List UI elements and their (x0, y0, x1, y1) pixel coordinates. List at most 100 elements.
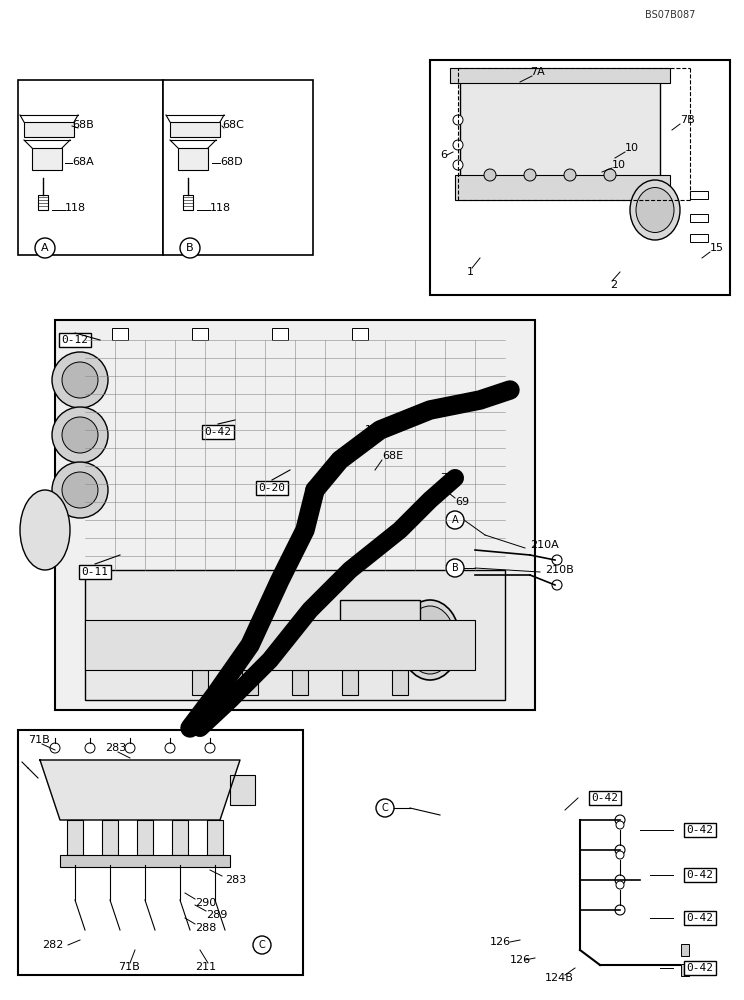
Text: 126: 126 (510, 955, 531, 965)
Bar (340, 600, 420, 650)
Text: 68A: 68A (72, 157, 94, 167)
Circle shape (453, 115, 463, 125)
Circle shape (524, 169, 536, 181)
Bar (292, 670, 308, 695)
Text: 10: 10 (625, 143, 639, 153)
Ellipse shape (636, 188, 674, 232)
Bar (192, 670, 208, 695)
Bar (141, 855, 149, 865)
Text: 118: 118 (65, 203, 86, 213)
Text: 282: 282 (42, 940, 63, 950)
Bar (392, 670, 408, 695)
Circle shape (180, 238, 200, 258)
Bar (55, 320, 535, 710)
Bar (460, 80, 660, 180)
Text: 0-42: 0-42 (687, 913, 713, 923)
Circle shape (62, 472, 98, 508)
Text: A: A (41, 243, 49, 253)
Text: 211: 211 (195, 962, 216, 972)
Bar (450, 68, 670, 83)
Text: 121: 121 (365, 425, 386, 435)
Text: BS07B087: BS07B087 (644, 10, 695, 20)
Bar (192, 328, 208, 340)
Text: 71A: 71A (440, 473, 462, 483)
Circle shape (52, 462, 108, 518)
Text: 0-11: 0-11 (82, 567, 109, 577)
Bar (59, 333, 91, 347)
Circle shape (484, 169, 496, 181)
Circle shape (616, 821, 624, 829)
Text: 283: 283 (105, 743, 126, 753)
Bar (18, 730, 303, 975)
Ellipse shape (630, 180, 680, 240)
Bar (32, 148, 62, 170)
Circle shape (604, 169, 616, 181)
Text: 10: 10 (612, 160, 626, 170)
Bar (183, 195, 193, 210)
Bar (272, 328, 288, 340)
Text: 210A: 210A (530, 540, 559, 550)
Circle shape (125, 743, 135, 753)
Ellipse shape (375, 612, 415, 668)
Ellipse shape (405, 606, 455, 674)
Bar (690, 214, 708, 222)
Text: 283: 283 (225, 875, 246, 885)
Bar (170, 122, 220, 137)
Circle shape (52, 352, 108, 408)
Text: 2: 2 (610, 280, 617, 290)
Circle shape (564, 169, 576, 181)
Text: 68E: 68E (382, 451, 403, 461)
Bar (430, 60, 730, 295)
Text: 0-42: 0-42 (687, 825, 713, 835)
Bar (71, 855, 79, 865)
Text: 210B: 210B (545, 565, 574, 575)
Circle shape (253, 936, 271, 954)
Circle shape (446, 511, 464, 529)
Text: 118: 118 (210, 203, 231, 213)
Bar (684, 823, 716, 837)
Bar (18, 80, 163, 255)
Bar (211, 855, 219, 865)
Circle shape (615, 845, 625, 855)
Circle shape (453, 140, 463, 150)
Bar (172, 820, 188, 855)
Circle shape (52, 407, 108, 463)
Text: 0-42: 0-42 (205, 427, 231, 437)
Circle shape (50, 743, 60, 753)
Bar (38, 195, 48, 210)
Circle shape (615, 905, 625, 915)
Text: 288: 288 (195, 923, 217, 933)
Text: C: C (259, 940, 266, 950)
Circle shape (85, 743, 95, 753)
Text: 71B: 71B (118, 962, 140, 972)
Text: B: B (186, 243, 194, 253)
Circle shape (62, 362, 98, 398)
Circle shape (615, 815, 625, 825)
Ellipse shape (400, 600, 460, 680)
Text: 289: 289 (206, 910, 228, 920)
Bar (455, 175, 670, 200)
Bar (690, 234, 708, 242)
Ellipse shape (20, 490, 70, 570)
Bar (112, 328, 128, 340)
Bar (137, 820, 153, 855)
Circle shape (165, 743, 175, 753)
Bar (684, 868, 716, 882)
Circle shape (616, 881, 624, 889)
Text: 71B: 71B (28, 735, 50, 745)
Bar (85, 570, 505, 700)
Bar (342, 670, 358, 695)
Circle shape (446, 559, 464, 577)
Circle shape (615, 875, 625, 885)
Text: 69: 69 (455, 497, 469, 507)
Bar (681, 964, 689, 976)
Bar (352, 328, 368, 340)
Circle shape (62, 417, 98, 453)
Bar (207, 820, 223, 855)
Circle shape (35, 238, 55, 258)
Circle shape (552, 580, 562, 590)
Text: A: A (452, 515, 458, 525)
Text: 68D: 68D (220, 157, 243, 167)
Circle shape (552, 555, 562, 565)
Bar (684, 911, 716, 925)
